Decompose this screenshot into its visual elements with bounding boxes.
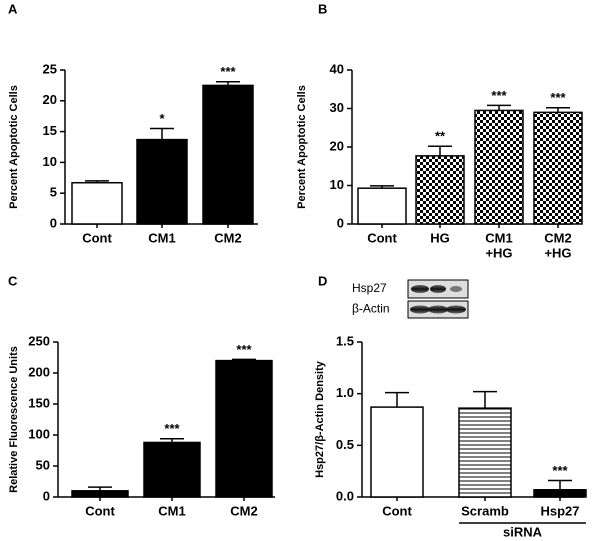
significance-label: * [159,111,165,126]
y-tick-label: 1.5 [336,333,354,348]
bar [458,407,512,498]
bar [370,406,424,498]
x-tick-label: Scramb [461,503,509,518]
bar [136,138,188,225]
y-tick-label: 15 [43,123,57,138]
significance-label: ** [435,129,446,144]
y-axis-label: Hsp27/β-Actin Density [314,360,326,478]
bar [215,359,273,498]
y-tick-label: 0 [50,215,57,230]
y-tick-label: 0.5 [336,437,354,452]
panel-letter: C [8,273,18,288]
y-tick-label: 50 [36,457,50,472]
y-tick-label: 30 [330,100,344,115]
x-tick-label: CM1 [158,503,185,518]
panel-letter: B [318,1,327,16]
y-tick-label: 10 [330,177,344,192]
significance-label: *** [220,64,236,79]
bar [474,109,524,225]
x-tick-label: Cont [367,230,397,245]
significance-label: *** [552,463,568,478]
bar [357,187,407,225]
y-tick-label: 0 [337,215,344,230]
y-tick-label: 10 [43,154,57,169]
y-tick-label: 100 [28,426,50,441]
y-tick-label: 20 [43,92,57,107]
x-tick-label: CM2 [214,230,241,245]
y-tick-label: 25 [43,61,57,76]
bar [533,111,583,225]
bar [415,155,465,225]
bar [533,489,587,498]
x-tick-label: Cont [82,230,112,245]
y-axis-label: Percent Apoptotic Cells [8,85,20,209]
y-tick-label: 0.0 [336,488,354,503]
bar [71,490,129,498]
x-tick-label: +HG [485,245,512,260]
y-tick-label: 200 [28,364,50,379]
panel-letter: A [8,1,18,16]
significance-label: *** [236,342,252,357]
x-tick-label: HG [430,230,450,245]
y-tick-label: 150 [28,395,50,410]
western-blot [407,279,469,319]
x-tick-label: +HG [544,245,571,260]
y-tick-label: 5 [50,185,57,200]
significance-label: *** [491,88,507,103]
y-axis-label: Relative Fluorescence Units [8,346,20,493]
x-tick-label: CM1 [148,230,175,245]
x-tick-label: Cont [85,503,115,518]
y-tick-label: 40 [330,61,344,76]
x-tick-label: CM2 [230,503,257,518]
y-tick-label: 0 [43,488,50,503]
y-axis-label: Percent Apoptotic Cells [296,85,308,209]
significance-label: *** [550,90,566,105]
bar [202,84,254,225]
bar [143,441,201,498]
y-tick-label: 250 [28,333,50,348]
significance-label: *** [164,421,180,436]
y-tick-label: 1.0 [336,385,354,400]
x-tick-label: CM1 [485,230,512,245]
bar [71,181,123,225]
blot-label: Hsp27 [352,281,387,295]
y-tick-label: 20 [330,138,344,153]
x-tick-label: Cont [382,503,412,518]
group-label: siRNA [503,524,543,539]
panel-letter: D [318,273,327,288]
x-tick-label: Hsp27 [540,503,579,518]
x-tick-label: CM2 [544,230,571,245]
blot-label: β-Actin [352,302,390,316]
